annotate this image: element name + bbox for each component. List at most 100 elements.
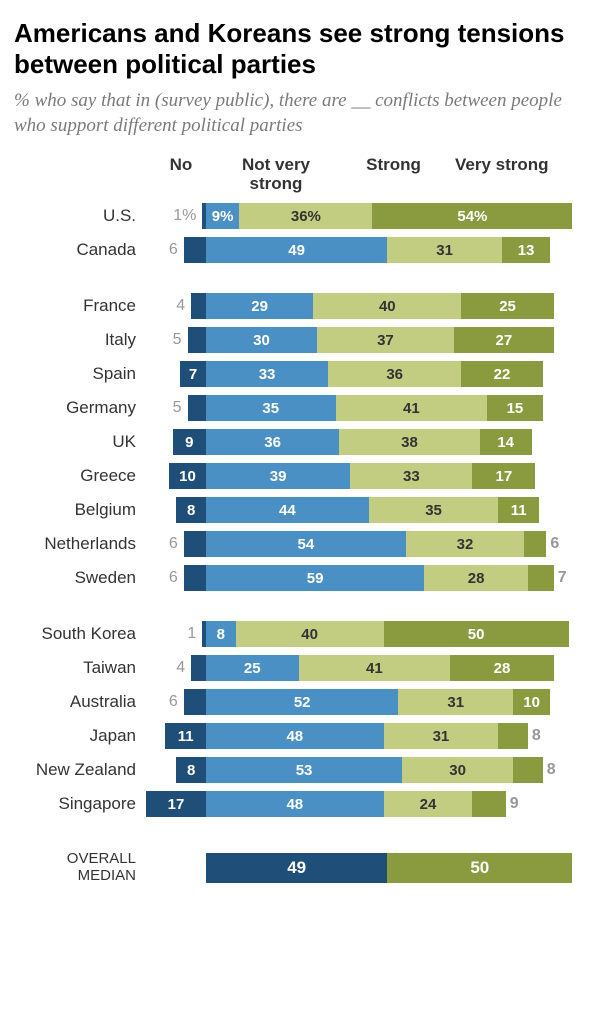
bar-track: 4294025 (146, 293, 588, 319)
bar-track: 8443511 (146, 497, 588, 523)
very-strong-segment: 25 (461, 293, 554, 319)
no-segment: 9 (173, 429, 206, 455)
bar-track: 654326 (146, 531, 588, 557)
chart-rows: U.S.1%9%36%54%Canada6493113France4294025… (14, 201, 588, 845)
bar-track: 1148318 (146, 723, 588, 749)
no-slot: 7 (146, 361, 206, 387)
bar-track: 6523110 (146, 689, 588, 715)
strong-segment: 31 (398, 689, 513, 715)
bar-track: 5303727 (146, 327, 588, 353)
not-very-strong-segment: 9% (206, 203, 239, 229)
no-segment (184, 237, 206, 263)
not-very-strong-segment: 25 (206, 655, 299, 681)
strong-segment: 37 (317, 327, 454, 353)
no-segment: 8 (176, 497, 206, 523)
very-strong-segment: 11 (498, 497, 539, 523)
data-row: France4294025 (14, 291, 588, 321)
no-segment (188, 327, 207, 353)
chart-title: Americans and Koreans see strong tension… (14, 18, 588, 79)
strong-segment: 41 (336, 395, 488, 421)
no-value: 6 (169, 535, 184, 553)
bar-track: 5354115 (146, 395, 588, 421)
median-bars: 49 50 (206, 853, 572, 883)
not-very-strong-segment: 59 (206, 565, 424, 591)
country-label: Japan (14, 726, 146, 746)
very-strong-segment: 17 (472, 463, 535, 489)
no-segment: 10 (169, 463, 206, 489)
no-value: 1% (173, 207, 202, 225)
strong-segment: 30 (402, 757, 513, 783)
country-label: South Korea (14, 624, 146, 644)
no-value: 6 (169, 693, 184, 711)
very-strong-value: 6 (550, 535, 559, 553)
bar-track: 1%9%36%54% (146, 203, 588, 229)
header-no: No (146, 156, 216, 193)
no-slot: 8 (146, 757, 206, 783)
data-row: UK9363814 (14, 427, 588, 457)
data-row: Japan1148318 (14, 721, 588, 751)
no-segment (184, 565, 206, 591)
no-slot: 5 (146, 395, 206, 421)
bar-track: 9363814 (146, 429, 588, 455)
strong-segment: 33 (350, 463, 472, 489)
not-very-strong-segment: 44 (206, 497, 369, 523)
country-label: Taiwan (14, 658, 146, 678)
not-very-strong-segment: 52 (206, 689, 398, 715)
country-label: U.S. (14, 206, 146, 226)
strong-segment: 36% (239, 203, 372, 229)
strong-segment: 28 (424, 565, 528, 591)
strong-segment: 38 (339, 429, 480, 455)
country-label: France (14, 296, 146, 316)
stacked-bar-chart: No Not very strong Strong Very strong U.… (14, 156, 588, 884)
bar-track: 6493113 (146, 237, 588, 263)
country-label: UK (14, 432, 146, 452)
very-strong-segment: 9 (472, 791, 505, 817)
no-segment (191, 655, 206, 681)
no-slot: 4 (146, 293, 206, 319)
chart-subtitle: % who say that in (survey public), there… (14, 89, 588, 138)
very-strong-segment: 15 (487, 395, 543, 421)
country-label: Netherlands (14, 534, 146, 554)
no-value: 5 (173, 399, 188, 417)
no-segment: 8 (176, 757, 206, 783)
strong-segment: 24 (384, 791, 473, 817)
no-slot: 6 (146, 689, 206, 715)
not-very-strong-segment: 48 (206, 723, 384, 749)
no-slot: 6 (146, 237, 206, 263)
no-slot: 11 (146, 723, 206, 749)
data-row: Australia6523110 (14, 687, 588, 717)
header-strong: Strong (336, 156, 451, 193)
no-segment: 11 (165, 723, 206, 749)
very-strong-segment: 28 (450, 655, 554, 681)
not-very-strong-segment: 54 (206, 531, 406, 557)
no-segment (184, 531, 206, 557)
not-very-strong-segment: 53 (206, 757, 402, 783)
group-spacer (14, 269, 588, 291)
header-very-strong: Very strong (451, 156, 561, 193)
data-row: Spain7333622 (14, 359, 588, 389)
country-label: Canada (14, 240, 146, 260)
no-slot: 9 (146, 429, 206, 455)
country-label: Italy (14, 330, 146, 350)
very-strong-segment: 7 (528, 565, 554, 591)
group-spacer (14, 597, 588, 619)
country-label: Belgium (14, 500, 146, 520)
data-row: U.S.1%9%36%54% (14, 201, 588, 231)
data-row: Belgium8443511 (14, 495, 588, 525)
no-value: 6 (169, 241, 184, 259)
strong-segment: 35 (369, 497, 499, 523)
no-slot: 5 (146, 327, 206, 353)
data-row: Italy5303727 (14, 325, 588, 355)
no-segment: 7 (180, 361, 206, 387)
data-row: Greece10393317 (14, 461, 588, 491)
no-segment (188, 395, 207, 421)
data-row: South Korea184050 (14, 619, 588, 649)
country-label: Spain (14, 364, 146, 384)
data-row: Netherlands654326 (14, 529, 588, 559)
bar-track: 659287 (146, 565, 588, 591)
no-slot: 4 (146, 655, 206, 681)
not-very-strong-segment: 8 (206, 621, 236, 647)
no-slot: 1% (146, 203, 206, 229)
very-strong-segment: 8 (498, 723, 528, 749)
no-segment (191, 293, 206, 319)
